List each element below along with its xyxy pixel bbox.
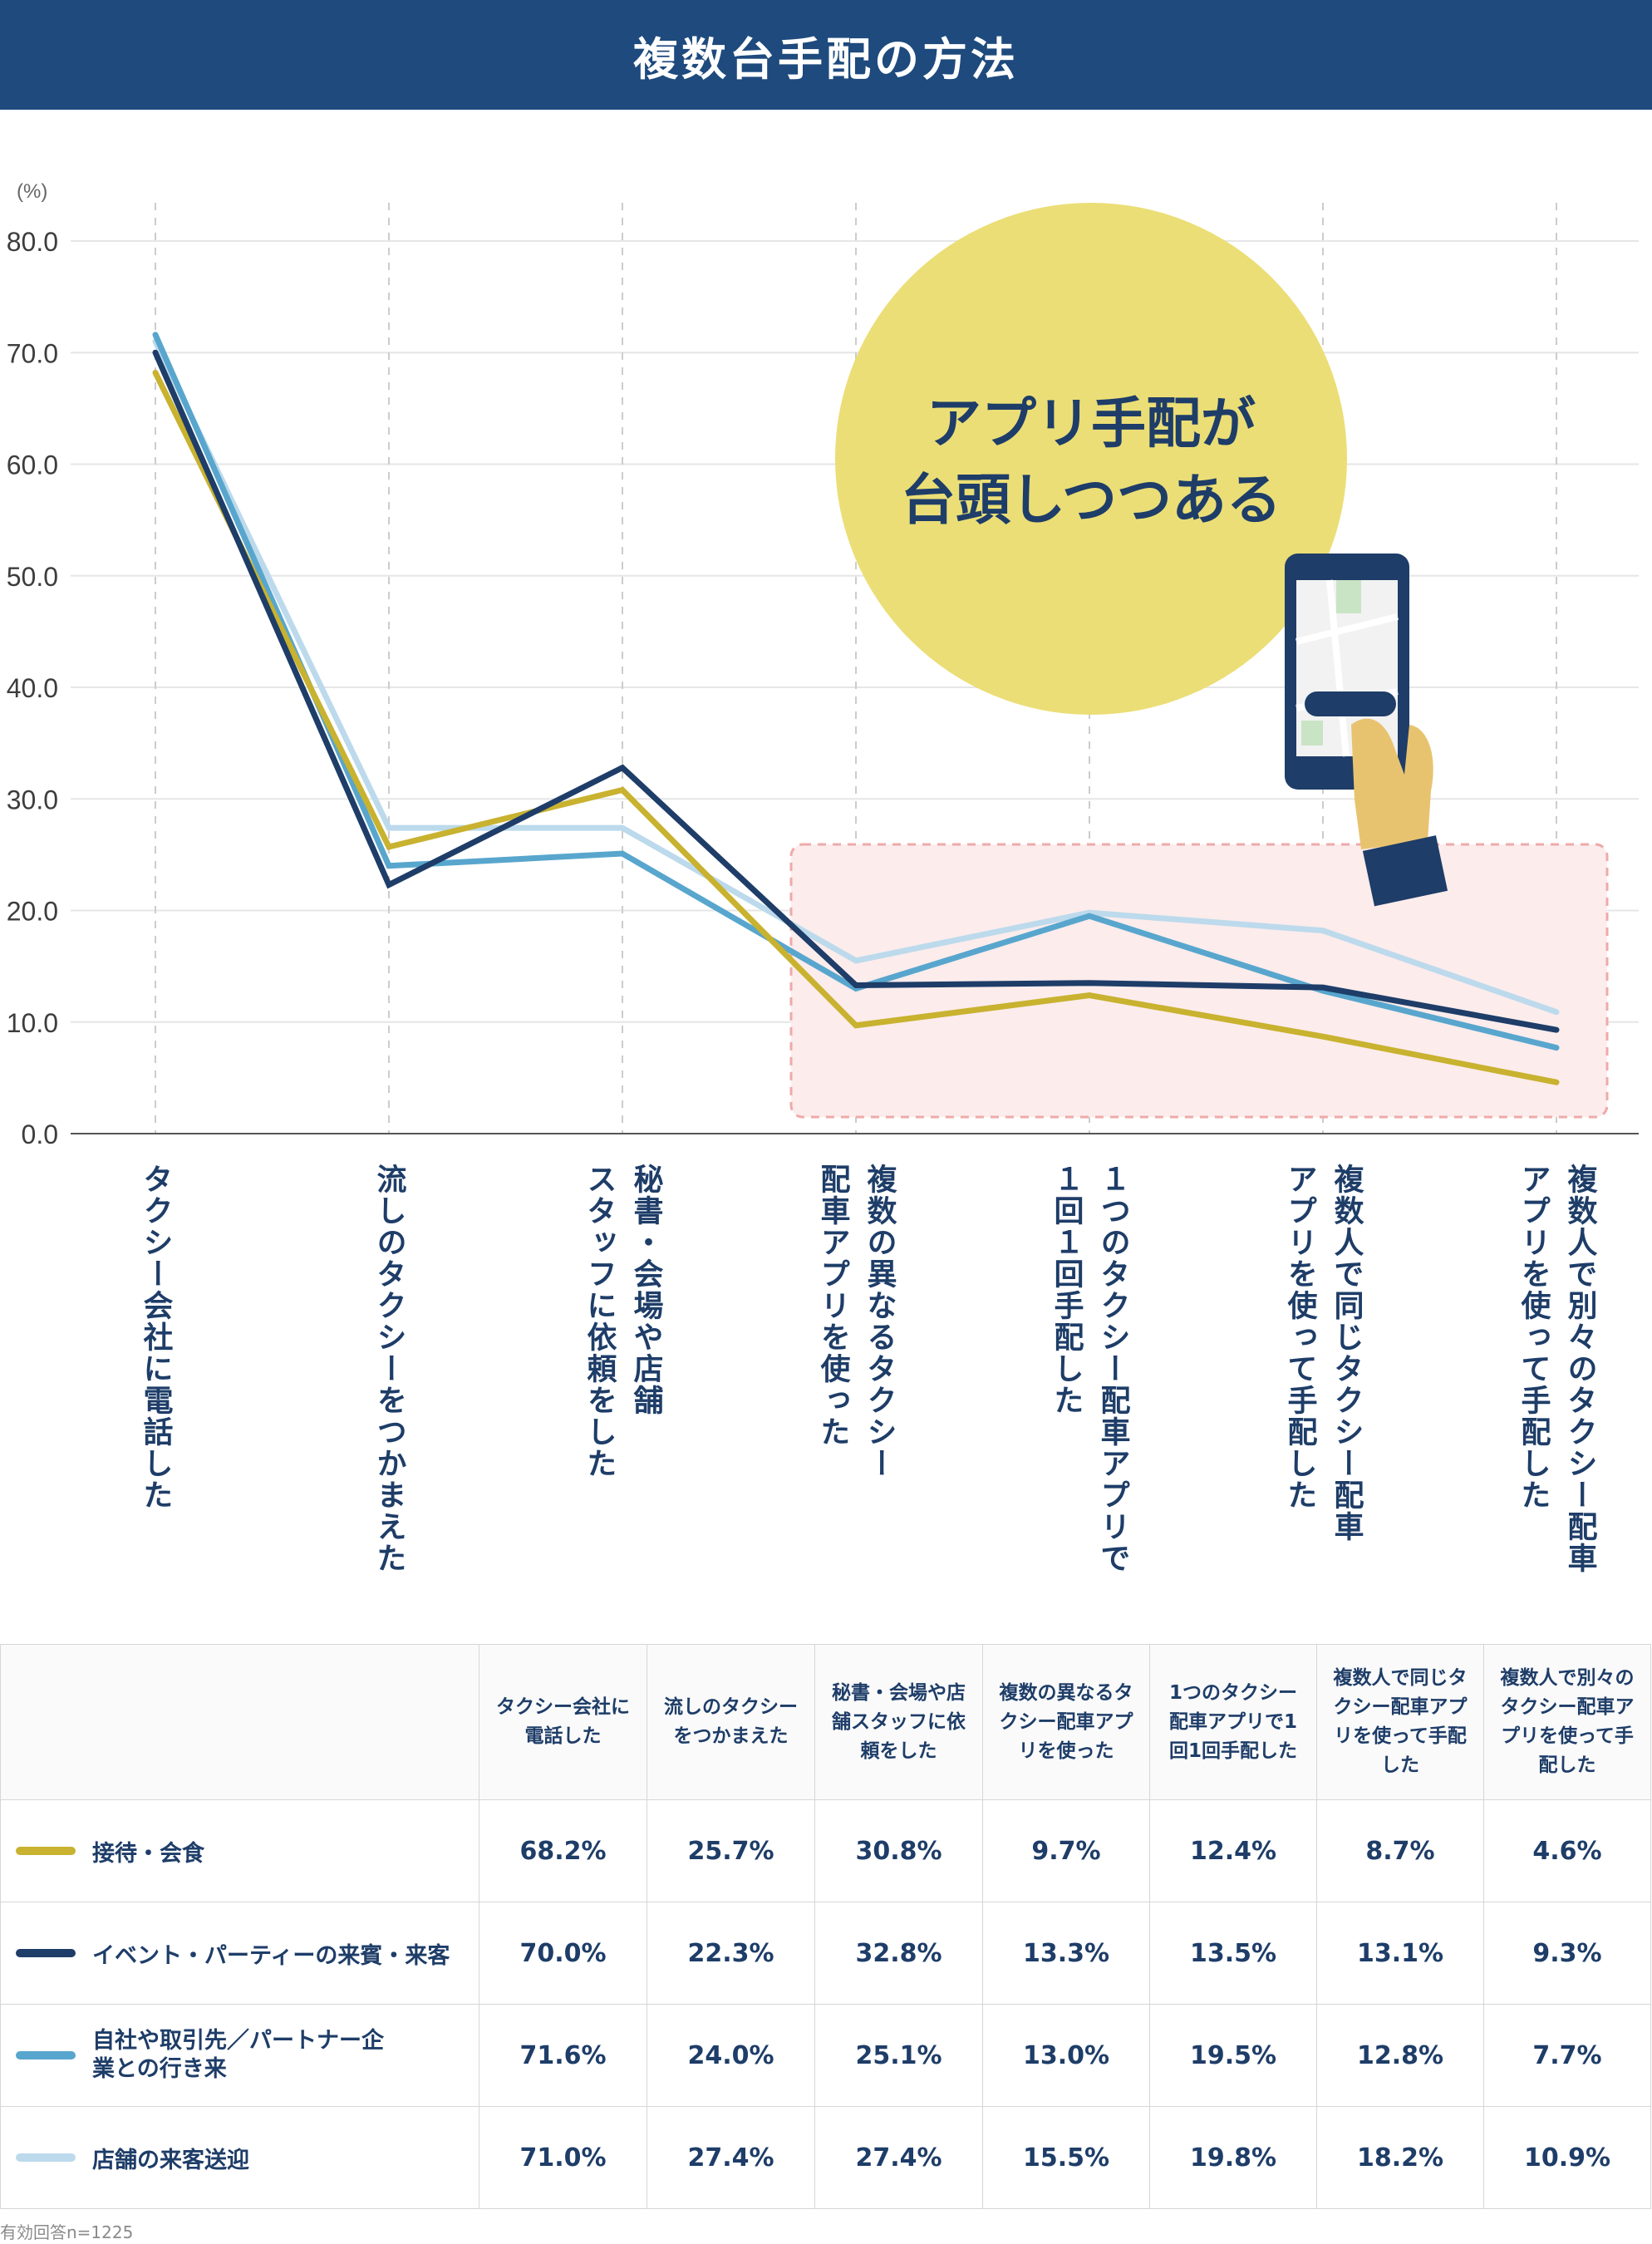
y-tick-label: 30.0: [7, 785, 58, 814]
x-tick-label: 複数の異なるタクシー: [863, 1164, 897, 1479]
title-bar: 複数台手配の方法: [0, 0, 1652, 110]
row-label: 店舗の来客送迎: [92, 2147, 249, 2173]
y-tick-label: 0.0: [22, 1120, 58, 1149]
y-tick-label: 50.0: [7, 562, 58, 592]
x-tick-label: 複数人で別々のタクシー配車: [1563, 1164, 1598, 1574]
table-cell: 13.5%: [1149, 1902, 1317, 2005]
series-line-3: [152, 332, 1560, 1051]
row-label-cell: 店舗の来客送迎: [0, 2106, 479, 2209]
x-tick-label: １つのタクシー配車アプリで: [1096, 1164, 1130, 1574]
table-cell: 15.5%: [982, 2106, 1150, 2209]
table-cell: 24.0%: [647, 2004, 815, 2107]
results-table: タクシー会社に電話した 流しのタクシーをつかまえた 秘書・会場や店舗スタッフに依…: [0, 1644, 1651, 2209]
table-header-cell: 秘書・会場や店舗スタッフに依頼をした: [814, 1644, 983, 1800]
y-tick-label: 40.0: [7, 673, 58, 703]
table-cell: 13.1%: [1316, 1902, 1484, 2005]
footnote: 有効回答n=1225: [0, 2222, 134, 2242]
row-label: イベント・パーティーの来賓・来客: [92, 1942, 450, 1969]
table-header-row: タクシー会社に電話した 流しのタクシーをつかまえた 秘書・会場や店舗スタッフに依…: [0, 1644, 1651, 1800]
table-cell: 7.7%: [1483, 2004, 1651, 2107]
table-row: 店舗の来客送迎 71.0% 27.4% 27.4% 15.5% 19.8% 18.2% 10.…: [0, 2106, 1651, 2209]
x-tick-label: 複数人で同じタクシー配車: [1330, 1164, 1364, 1543]
callout-circle: [835, 203, 1347, 715]
table-header-cell: タクシー会社に電話した: [479, 1644, 647, 1800]
y-tick-label: 10.0: [7, 1008, 58, 1038]
table-cell: 30.8%: [814, 1799, 983, 1902]
table-cell: 32.8%: [814, 1902, 983, 2005]
hand-icon: [1351, 718, 1448, 907]
table-cell: 22.3%: [647, 1902, 815, 2005]
x-tick-label: 秘書・会場や店舗: [629, 1164, 665, 1416]
table-cell: 12.4%: [1149, 1799, 1317, 1902]
callout-line-1: アプリ手配が: [927, 391, 1256, 455]
table-row: イベント・パーティーの来賓・来客 70.0% 22.3% 32.8% 13.3% 13.5…: [0, 1902, 1651, 2005]
table-cell: 70.0%: [479, 1902, 647, 2005]
table-cell: 13.0%: [982, 2004, 1150, 2107]
row-label-cell: 自社や取引先／パートナー企業との行き来: [0, 2004, 479, 2107]
table-header-cell: 複数の異なるタクシー配車アプリを使った: [982, 1644, 1150, 1800]
table-header-cell: 複数人で同じタクシー配車アプリを使って手配した: [1316, 1644, 1484, 1800]
row-label: 自社や取引先／パートナー企業との行き来: [92, 2028, 384, 2082]
legend-swatch: [16, 2153, 76, 2162]
x-tick-label: 流しのタクシーをつかまえた: [372, 1164, 407, 1574]
line-chart: 0.0 10.0 20.0 30.0 40.0 50.0 60.0 70.0 80.0 (%) ア…: [7, 180, 1639, 1574]
series-line-4: [152, 338, 1560, 1016]
series-line-2: [152, 349, 1560, 1033]
table-cell: 71.6%: [479, 2004, 647, 2107]
series-line-1: [152, 369, 1560, 1085]
table-row: 自社や取引先／パートナー企業との行き来 71.6% 24.0% 25.1% 13.0% 1…: [0, 2004, 1651, 2107]
table-header-cell: 1つのタクシー配車アプリで1回1回手配した: [1149, 1644, 1317, 1800]
table-header-cell: 複数人で別々のタクシー配車アプリを使って手配した: [1483, 1644, 1651, 1800]
table-cell: 18.2%: [1316, 2106, 1484, 2209]
table-cell: 13.3%: [982, 1902, 1150, 2005]
data-table: タクシー会社に電話した 流しのタクシーをつかまえた 秘書・会場や店舗スタッフに依…: [0, 1644, 1652, 2209]
page-title: 複数台手配の方法: [633, 32, 1019, 86]
row-label: 接待・会食: [92, 1840, 204, 1867]
row-label-cell: イベント・パーティーの来賓・来客: [0, 1902, 479, 2005]
table-cell: 8.7%: [1316, 1799, 1484, 1902]
x-tick-label: タクシー会社に電話した: [139, 1164, 174, 1511]
y-tick-label: 70.0: [7, 338, 58, 368]
table-header-cell: 流しのタクシーをつかまえた: [647, 1644, 815, 1800]
x-axis-labels: タクシー会社に電話した 流しのタクシーをつかまえた 秘書・会場や店舗スタッフに依頼を…: [139, 1164, 1598, 1574]
y-axis-unit: (%): [17, 180, 47, 203]
table-cell: 27.4%: [647, 2106, 815, 2209]
table-cell: 19.8%: [1149, 2106, 1317, 2209]
legend-swatch: [16, 1847, 76, 1855]
table-cell: 68.2%: [479, 1799, 647, 1902]
callout-line-2: 台頭しつつある: [901, 468, 1281, 532]
table-corner: [0, 1644, 479, 1800]
x-tick-label: アプリを使って手配した: [1517, 1164, 1551, 1511]
table-cell: 4.6%: [1483, 1799, 1651, 1902]
table-cell: 71.0%: [479, 2106, 647, 2209]
x-tick-label: 配車アプリを使った: [816, 1164, 851, 1448]
table-cell: 19.5%: [1149, 2004, 1317, 2107]
table-cell: 12.8%: [1316, 2004, 1484, 2107]
row-label-cell: 接待・会食: [0, 1799, 479, 1902]
series-lines: [152, 332, 1560, 1085]
x-tick-label: スタッフに依頼をした: [583, 1164, 617, 1479]
table-cell: 25.1%: [814, 2004, 983, 2107]
y-tick-label: 60.0: [7, 450, 58, 480]
table-cell: 27.4%: [814, 2106, 983, 2209]
legend-swatch: [16, 1949, 76, 1957]
table-row: 接待・会食 68.2% 25.7% 30.8% 9.7% 12.4% 8.7% 4.6%: [0, 1799, 1651, 1902]
legend-swatch: [16, 2051, 76, 2059]
table-cell: 9.7%: [982, 1799, 1150, 1902]
x-tick-label: １回１回手配した: [1050, 1164, 1084, 1416]
table-cell: 9.3%: [1483, 1902, 1651, 2005]
highlight-box: [789, 843, 1609, 1119]
table-cell: 10.9%: [1483, 2106, 1651, 2209]
table-cell: 25.7%: [647, 1799, 815, 1902]
x-tick-label: アプリを使って手配した: [1283, 1164, 1318, 1511]
y-tick-label: 80.0: [7, 227, 58, 257]
y-tick-label: 20.0: [7, 897, 58, 927]
smartphone-icon: [1285, 554, 1409, 790]
